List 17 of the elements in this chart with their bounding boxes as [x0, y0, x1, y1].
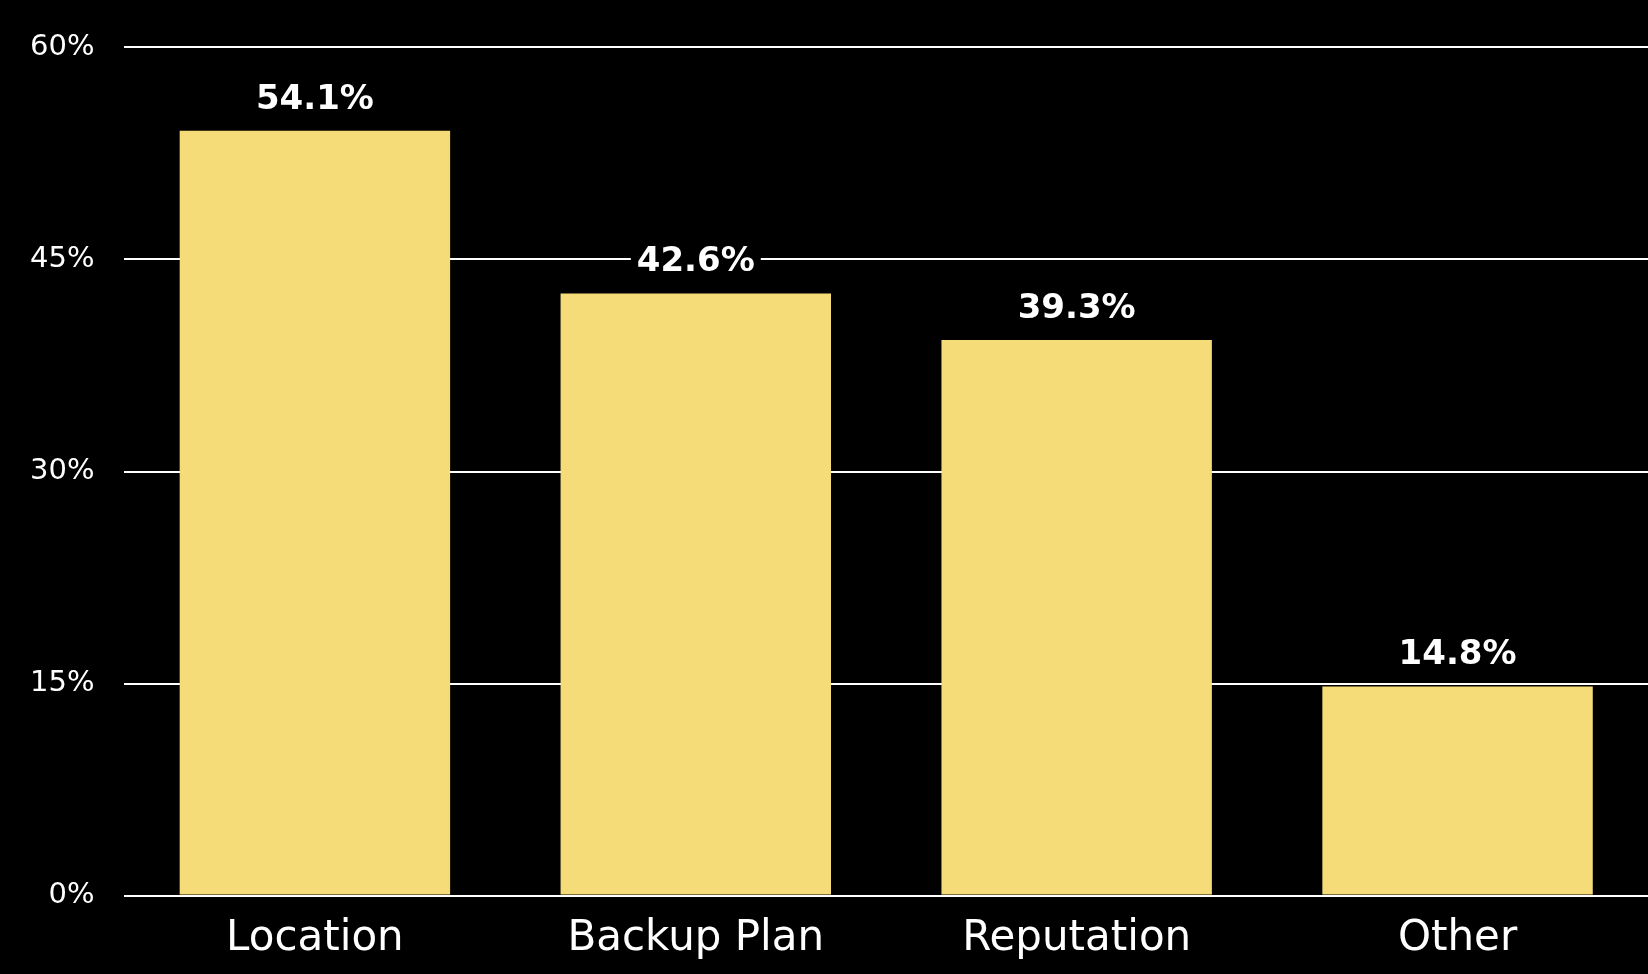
bar — [179, 130, 451, 895]
bar — [941, 340, 1212, 895]
data-label: 54.1% — [255, 76, 374, 117]
x-tick-label: Location — [226, 910, 404, 960]
y-tick-label: 60% — [29, 27, 95, 62]
data-label: 42.6% — [636, 239, 755, 280]
x-tick-label: Other — [1397, 910, 1518, 960]
y-tick-label: 15% — [29, 664, 95, 699]
x-tick-label: Backup Plan — [567, 910, 825, 960]
y-tick-label: 30% — [29, 452, 95, 487]
data-label: 39.3% — [1017, 285, 1136, 326]
y-tick-label: 0% — [48, 876, 95, 911]
bar — [1322, 686, 1593, 895]
x-tick-label: Reputation — [962, 910, 1192, 960]
y-tick-label: 45% — [29, 239, 95, 274]
bar — [560, 293, 831, 895]
data-label: 14.8% — [1398, 632, 1517, 673]
